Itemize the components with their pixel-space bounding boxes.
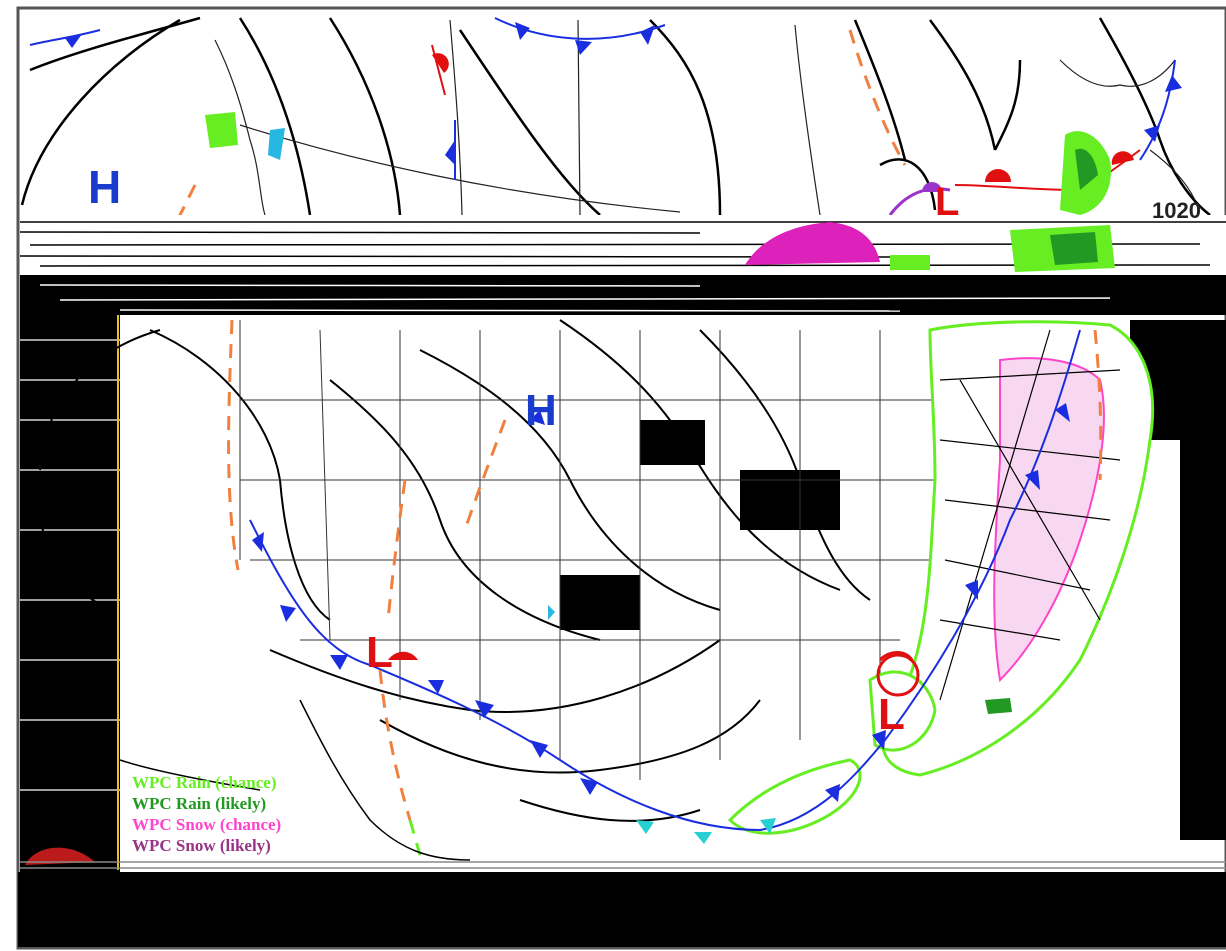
isobars-north [20, 16, 1211, 216]
trough-south [227, 319, 1103, 821]
east-lines [939, 329, 1121, 701]
precip-legend: WPC Rain (chance) WPC Rain (likely) WPC … [132, 772, 352, 856]
coastline-south [119, 699, 471, 861]
trough-green-segment [408, 819, 422, 856]
occluded-front [888, 182, 951, 216]
isobar-label-1020: 1020 [1152, 198, 1201, 223]
isobars-south [39, 319, 871, 822]
warm-front-south [388, 651, 920, 697]
transition-band [19, 215, 1226, 315]
cold-front-south [249, 329, 1081, 844]
cold-front-north [29, 17, 1182, 180]
left-panel-lines [20, 339, 120, 791]
left-black-panel [20, 315, 120, 875]
bottom-black-bar [18, 872, 1226, 947]
borders-north [214, 19, 1196, 216]
legend-rain-chance: WPC Rain (chance) [132, 773, 277, 792]
legend-rain-likely: WPC Rain (likely) [132, 794, 267, 813]
high-pressure-label-central: H [525, 386, 557, 435]
trough-north [173, 29, 907, 226]
precip-east [727, 320, 1155, 835]
bottom-noise [20, 861, 1226, 869]
legend-snow-chance: WPC Snow (chance) [132, 815, 282, 834]
legend-snow-likely: WPC Snow (likely) [132, 836, 271, 855]
low-pressure-label-southwest: L [366, 628, 393, 677]
low-pressure-label-north: L [935, 180, 960, 224]
borders-south [239, 320, 940, 780]
low-pressure-label-southeast: L [878, 690, 905, 739]
precip-north [205, 112, 1111, 215]
precip-blob-southwest [25, 847, 95, 865]
high-pressure-label-north: H [88, 161, 122, 213]
